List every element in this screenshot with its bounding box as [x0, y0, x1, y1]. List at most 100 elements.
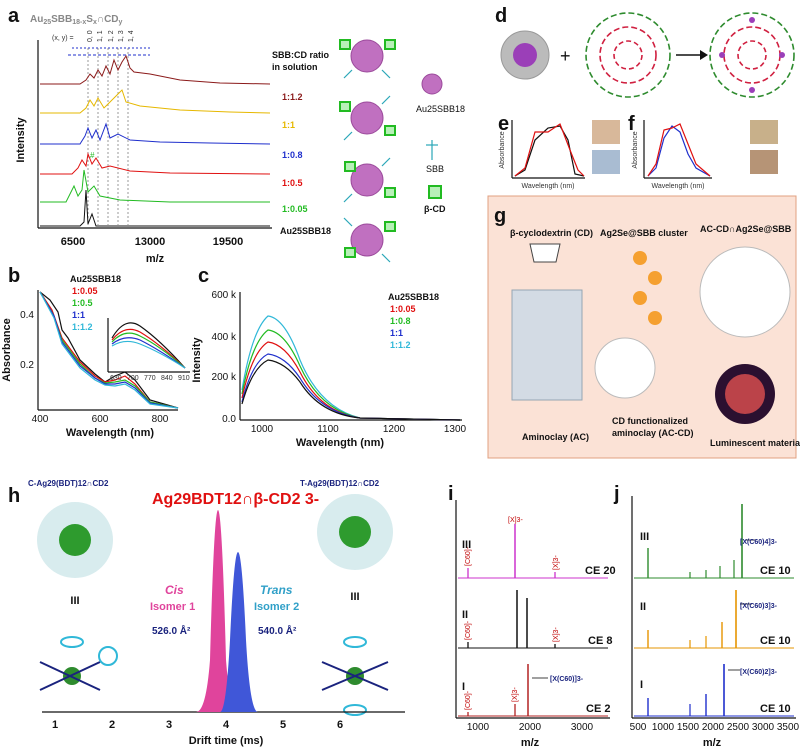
- cd-cup: [529, 243, 561, 263]
- panel-f-xlabel: Wavelength (nm): [651, 183, 704, 190]
- peak-label: [C60]-: [465, 690, 472, 710]
- row-roman: I: [462, 681, 465, 693]
- panel-j-xtick: 2000: [702, 722, 725, 733]
- legend-entry: 1:1: [390, 328, 403, 338]
- equiv-symbol: III: [70, 595, 79, 607]
- panel-c-ylabel: Intensity: [191, 337, 203, 383]
- inset-xtick: 910: [178, 375, 190, 382]
- trans-ccs: 540.0 Å²: [258, 624, 297, 637]
- row-ce: CE 20: [585, 565, 616, 577]
- panel-c-xtick: 1300: [444, 424, 467, 435]
- panel-i-xtick: 3000: [571, 722, 594, 733]
- peak-label: [X]3-: [553, 627, 560, 642]
- panel-c-legend-title: Au25SBB18: [388, 292, 439, 302]
- arrow-head: [700, 50, 708, 60]
- ag2se-clusters: [633, 251, 662, 325]
- cd-functionalized-disc: [594, 337, 656, 399]
- panel-c-ytick: 200 k: [212, 372, 237, 383]
- panel-a-ylabel: Intensity: [15, 117, 27, 163]
- photo-thumb: [750, 120, 778, 144]
- trans-sub-label: Isomer 2: [254, 601, 299, 613]
- panel-a-title: Au25SBB18-xSx∩CDy: [30, 14, 123, 26]
- panel-d: d +: [495, 5, 795, 98]
- peak-label: [C60]-: [465, 546, 472, 566]
- panel-a-letter: a: [8, 5, 20, 27]
- panel-j: j 500 1000 1500 2000 2500 3000 3500 m/z …: [613, 483, 800, 749]
- xy-value: 1, 2: [108, 30, 115, 42]
- panel-i-letter: i: [448, 483, 454, 505]
- legend-entry: 1:1.2: [72, 322, 93, 332]
- arrow-label: [X(C60)2]3-: [740, 669, 778, 676]
- cis-peak: [196, 510, 238, 712]
- panel-b-legend-title: Au25SBB18: [70, 274, 121, 284]
- panel-a-xy-values: 0, 0 1, 1 1, 2 1, 3 1, 4: [87, 30, 135, 42]
- cis-sub-label: Isomer 1: [150, 601, 195, 613]
- row-ce: CE 8: [588, 635, 612, 647]
- panel-e-xlabel: Wavelength (nm): [521, 183, 574, 190]
- panel-c-ytick: 400 k: [212, 332, 237, 343]
- spectrum-1-0.8: [40, 122, 271, 145]
- panel-e-ylabel: Absorbance: [499, 131, 506, 168]
- row-roman: II: [640, 601, 646, 613]
- panel-j-xtick: 3000: [752, 722, 775, 733]
- cdf-label-line2: aminoclay (AC-CD): [612, 428, 694, 438]
- panel-j-xtick: 3500: [777, 722, 800, 733]
- panel-j-xlabel: m/z: [703, 737, 722, 749]
- panel-j-letter: j: [613, 483, 620, 505]
- legend-entry: 1:0.05: [390, 304, 416, 314]
- panel-b-xtick: 400: [32, 414, 49, 425]
- legend-au-label: Au25SBB18: [416, 104, 465, 114]
- panel-e: e Absorbance Wavelength (nm): [498, 113, 620, 190]
- panel-b-ylabel: Absorbance: [1, 318, 13, 382]
- panel-a-ratio-header: SBB:CD ratio: [272, 50, 330, 60]
- xy-value: 1, 1: [97, 30, 104, 42]
- panel-i-xtick: 1000: [467, 722, 490, 733]
- panel-h-xtick: 3: [166, 719, 172, 731]
- panel-a-xlabel: m/z: [146, 253, 165, 265]
- ratio-label: 1:0.05: [282, 204, 308, 214]
- row-ce: CE 2: [586, 703, 610, 715]
- inset-xtick: 630: [110, 375, 122, 382]
- panel-j-xtick: 2500: [727, 722, 750, 733]
- ratio-label: 1:1.2: [282, 92, 303, 102]
- cd-label: β-cyclodextrin (CD): [510, 228, 593, 238]
- panel-b-ytick: 0.4: [20, 310, 34, 321]
- peak-label: [C60]-: [465, 620, 472, 640]
- row-roman: I: [640, 679, 643, 691]
- row-ce: CE 10: [760, 635, 791, 647]
- panel-j-xtick: 500: [630, 722, 647, 733]
- panel-a-ratio-header2: in solution: [272, 62, 318, 72]
- panel-c-xtick: 1100: [317, 424, 339, 435]
- row-roman: II: [462, 609, 468, 621]
- panel-b-xtick: 600: [92, 414, 109, 425]
- panel-b-letter: b: [8, 265, 20, 287]
- aminoclay-label: Aminoclay (AC): [522, 432, 589, 442]
- panel-i: i 1000 2000 3000 m/z III CE 20 [C60]- [X…: [448, 483, 616, 749]
- legend-sbb-label: SBB: [426, 164, 444, 174]
- cdf-label-line1: CD functionalized: [612, 416, 688, 426]
- xy-value: 1, 4: [128, 30, 135, 42]
- panel-h-xtick: 2: [109, 719, 115, 731]
- panel-a-spectra: [40, 54, 271, 227]
- panel-c: c Intensity Wavelength (nm) 1000 1100 12…: [191, 265, 467, 449]
- panel-c-xtick: 1000: [251, 424, 274, 435]
- panel-a-xtick: 19500: [213, 236, 244, 248]
- arrow-label: [X(C60)3]3-: [740, 603, 778, 610]
- xy-value: 1, 3: [118, 30, 125, 42]
- legend-entry: 1:0.05: [72, 286, 98, 296]
- left-schematic: [39, 636, 118, 691]
- legend-entry: 1:0.5: [72, 298, 93, 308]
- peak-label: [X]3-: [508, 517, 523, 524]
- panel-f-letter: f: [628, 113, 635, 135]
- panel-h-xtick: 5: [280, 719, 286, 731]
- panel-a-xtick: 6500: [61, 236, 85, 248]
- arrow-label: [X(C60)4]3-: [740, 539, 778, 546]
- panel-b-xlabel: Wavelength (nm): [66, 427, 155, 439]
- photo-thumb: [750, 150, 778, 174]
- panel-c-xtick: 1200: [383, 424, 406, 435]
- right-struct-label: T-Ag29(BDT)12∩CD2: [300, 479, 380, 488]
- panel-c-ytick: 600 k: [212, 290, 237, 301]
- spectrum-1-0.5: [40, 152, 271, 175]
- composite-disc: [699, 246, 791, 338]
- xy-value: 0, 0: [87, 30, 94, 42]
